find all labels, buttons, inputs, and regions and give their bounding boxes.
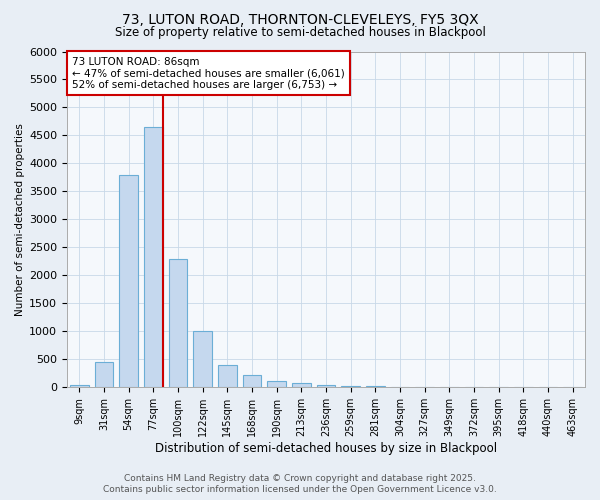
Bar (317, 384, 335, 388)
Bar (366, 386, 385, 388)
Bar (292, 383, 311, 388)
Bar (95, 362, 113, 388)
Bar (144, 127, 163, 388)
Text: Contains HM Land Registry data © Crown copyright and database right 2025.
Contai: Contains HM Land Registry data © Crown c… (103, 474, 497, 494)
Text: 73, LUTON ROAD, THORNTON-CLEVELEYS, FY5 3QX: 73, LUTON ROAD, THORNTON-CLEVELEYS, FY5 … (122, 12, 478, 26)
Bar (243, 375, 261, 388)
Bar (169, 258, 187, 388)
Bar (193, 332, 212, 388)
Bar (218, 365, 236, 388)
Text: Size of property relative to semi-detached houses in Blackpool: Size of property relative to semi-detach… (115, 26, 485, 39)
X-axis label: Distribution of semi-detached houses by size in Blackpool: Distribution of semi-detached houses by … (155, 442, 497, 455)
Bar (268, 381, 286, 388)
Y-axis label: Number of semi-detached properties: Number of semi-detached properties (15, 123, 25, 316)
Text: 73 LUTON ROAD: 86sqm
← 47% of semi-detached houses are smaller (6,061)
52% of se: 73 LUTON ROAD: 86sqm ← 47% of semi-detac… (72, 56, 345, 90)
Bar (341, 386, 360, 388)
Bar (119, 174, 138, 388)
Bar (70, 384, 89, 388)
